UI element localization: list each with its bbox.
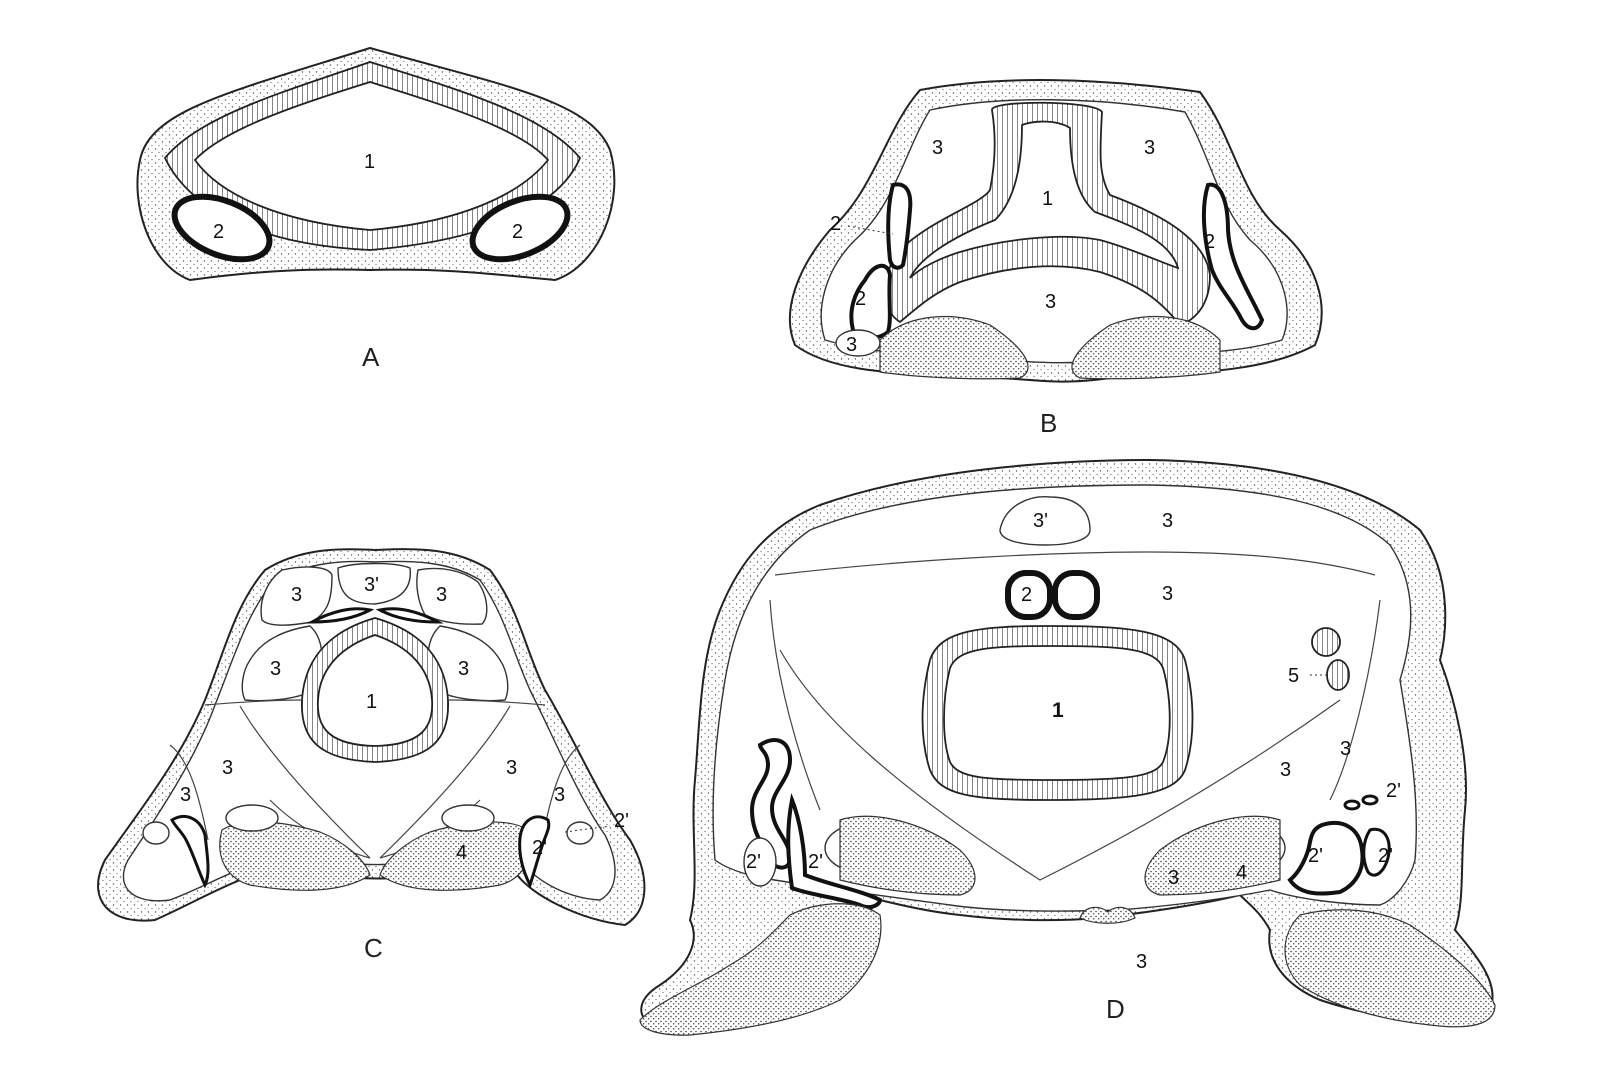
panel-b-left-small-mass — [835, 329, 881, 357]
panel-d-left-limb — [639, 903, 882, 1036]
panel-b-label-2-lower-left: 2 — [855, 288, 866, 310]
panel-a-label-2-left: 2 — [213, 221, 224, 243]
panel-c-letter: C — [364, 933, 383, 963]
panel-a-label-2-right: 2 — [512, 221, 523, 243]
panel-a-letter: A — [362, 342, 380, 372]
panel-c-label-3-lateral-right: 3 — [554, 784, 565, 806]
panel-d-right-tiny-2 — [1361, 794, 1379, 806]
panel-d-right-small-duct — [1362, 827, 1391, 877]
panel-c-label-3-lower-right: 3 — [506, 757, 517, 779]
panel-d-right-tiny-1 — [1343, 799, 1361, 811]
panel-d-label-2prime-right-a: 2' — [1308, 845, 1323, 867]
panel-d-dorsal-mass — [999, 496, 1091, 546]
panel-a-left-cavity — [171, 193, 273, 263]
panel-d-ventral-dense-right — [1144, 815, 1281, 896]
panel-d-label-2prime-callout: 2' — [1386, 780, 1401, 802]
panel-d-label-4: 4 — [1236, 862, 1247, 884]
panel-a: 1 2 2 A — [136, 46, 616, 372]
panel-d-left-duct — [786, 793, 883, 910]
panel-d-label-3-lower-right-a: 3 — [1280, 759, 1291, 781]
panel-d-ventral-dense-left — [839, 815, 976, 896]
panel-c: 1 3 3' 3 3 3 3 3 3 3 2' 2' 4 C — [97, 548, 646, 963]
panel-c-top-right-mass — [416, 567, 488, 625]
panel-b-ventral-dense-left — [879, 316, 1029, 380]
panel-d-right-duct — [1287, 821, 1365, 896]
panel-b-letter: B — [1040, 408, 1057, 438]
panel-c-top-center-mass — [337, 562, 411, 605]
panel-c-dense-left — [219, 821, 371, 891]
panel-b-ventral-dense-right — [1071, 316, 1221, 380]
panel-c-top-ducts-right — [375, 607, 444, 624]
panel-d-label-3-dorsal-right: 3 — [1162, 510, 1173, 532]
panel-d-ventral-knot — [1079, 906, 1136, 924]
panel-c-right-small-oval — [441, 804, 495, 832]
panel-d-label-2prime-right-b: 2' — [1378, 845, 1393, 867]
panel-d-left-coiled-duct — [749, 738, 793, 870]
panel-b-label-3-upper-left: 3 — [932, 137, 943, 159]
panel-c-label-3prime-top: 3' — [364, 574, 379, 596]
panel-c-right-nodule — [566, 821, 594, 845]
panel-d-label-2-tubes: 2 — [1021, 584, 1032, 606]
panel-c-label-3-mid-left: 3 — [270, 658, 281, 680]
panel-d-left-tube — [1005, 570, 1053, 620]
panel-c-left-duct — [170, 815, 210, 889]
panel-c-right-duct — [518, 815, 551, 889]
panel-b-left-duct-lower — [849, 263, 893, 340]
panel-c-label-3-lateral-left: 3 — [180, 784, 191, 806]
panel-b-label-1: 1 — [1042, 188, 1053, 210]
panel-d-right-tube — [1052, 570, 1100, 620]
panel-c-label-3-mid-right: 3 — [458, 658, 469, 680]
panel-b-label-3-upper-right: 3 — [1144, 137, 1155, 159]
panel-d-label-3-bottom: 3 — [1136, 951, 1147, 973]
panel-c-label-2prime-callout: 2' — [614, 810, 629, 832]
panel-d-lumen — [943, 645, 1171, 781]
panel-c-label-3-lower-left: 3 — [222, 757, 233, 779]
panel-c-lumen — [317, 634, 433, 747]
panel-d-label-3-mid-right: 3 — [1162, 583, 1173, 605]
panel-c-label-2prime-duct: 2' — [532, 837, 547, 859]
panel-a-label-1: 1 — [364, 151, 375, 173]
panel-b-label-2-right: 2 — [1204, 231, 1215, 253]
panel-c-left-small-oval — [225, 804, 279, 832]
panel-a-lumen — [193, 81, 550, 231]
panel-d: 1 3' 3 3 2 5 3 3 2' 2' 2' 2' 2' 3 4 3 D — [639, 458, 1496, 1036]
panel-c-left-nodule — [142, 821, 170, 845]
panel-c-label-1: 1 — [366, 691, 377, 713]
panel-d-dorsal-septum — [774, 551, 1376, 576]
panel-c-cross-lines — [169, 705, 581, 859]
panel-b-left-duct-upper — [886, 182, 913, 270]
panel-d-label-2prime-left-b: 2' — [808, 851, 823, 873]
panel-a-right-cavity — [469, 193, 571, 263]
panel-c-label-3-top-left: 3 — [291, 584, 302, 606]
panel-b-label-2-upper-left: 2 — [830, 213, 841, 235]
panel-d-lateral-septa — [769, 599, 1381, 881]
panel-b: 1 3 3 3 2 2 2 3 B — [788, 79, 1323, 438]
panel-d-label-3-lower-right-b: 3 — [1340, 738, 1351, 760]
panel-d-right-limb — [1284, 909, 1496, 1028]
panel-c-top-ducts-left — [306, 607, 375, 624]
panel-b-right-duct — [1201, 182, 1265, 331]
panel-d-left-oval — [743, 837, 777, 887]
panel-b-label-3-small: 3 — [846, 334, 857, 356]
panel-d-label-3-ventral-small: 3 — [1168, 867, 1179, 889]
panel-d-label-1: 1 — [1052, 699, 1064, 722]
panel-c-label-3-top-right: 3 — [436, 584, 447, 606]
panel-d-label-3prime: 3' — [1033, 510, 1048, 532]
panel-d-small-vessel-lower — [1326, 659, 1350, 691]
panel-d-label-2prime-left-a: 2' — [746, 851, 761, 873]
panel-d-small-vessel-upper — [1311, 627, 1341, 657]
panel-b-lumen — [909, 120, 1180, 279]
panel-b-label-3-lower: 3 — [1045, 291, 1056, 313]
panel-c-label-4: 4 — [456, 842, 467, 864]
panel-d-letter: D — [1106, 994, 1125, 1024]
panel-d-label-5: 5 — [1288, 665, 1299, 687]
